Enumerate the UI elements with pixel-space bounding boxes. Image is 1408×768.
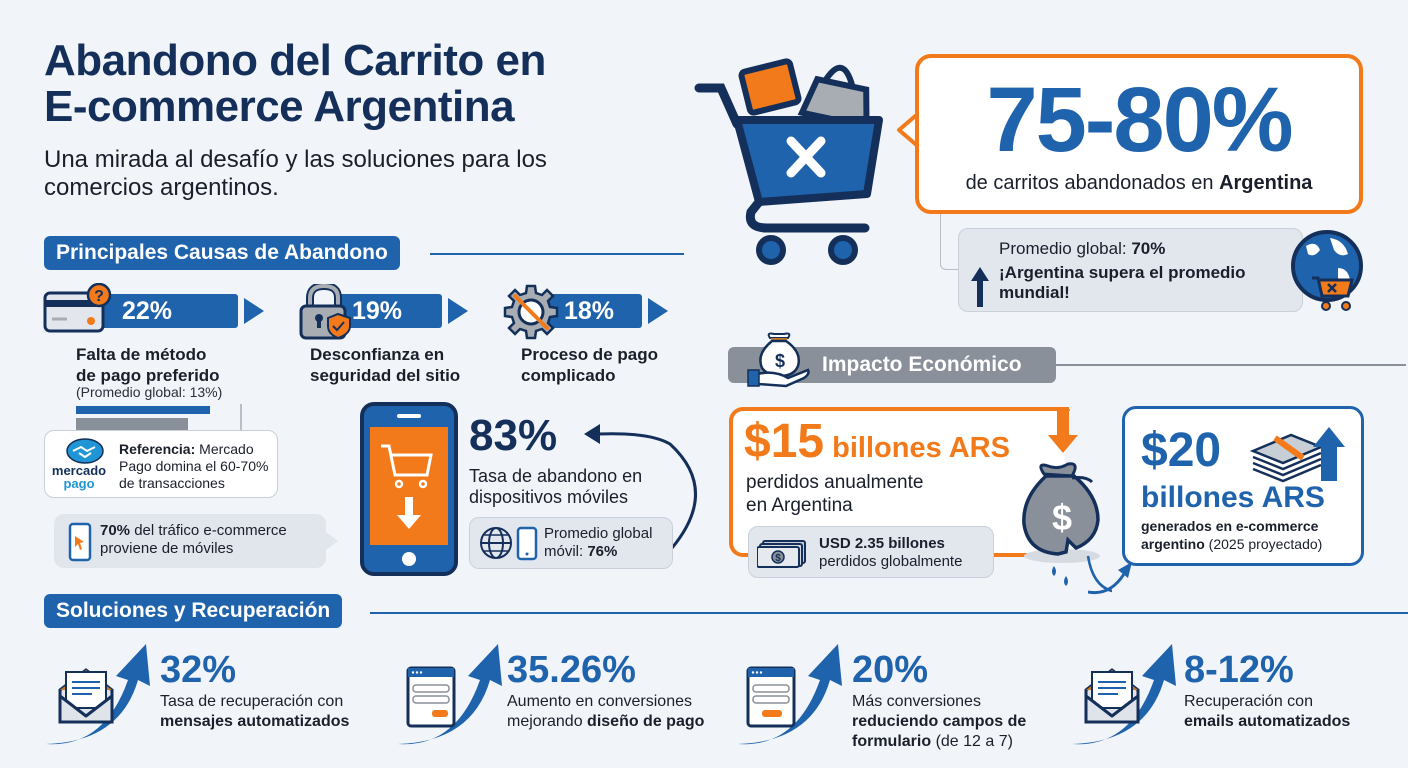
solution-text-3: Más conversiones reduciendo campos de fo… [852,693,1027,750]
solution-text-2: Aumento en conversiones mejorando diseño… [507,693,705,730]
global-loss-card: $ USD 2.35 billones perdidos globalmente [748,526,994,578]
arrow-right-icon [648,298,668,324]
cause-label-3: Proceso de pago complicado [521,345,658,385]
solution-value-3: 20% [852,649,929,691]
mercado-pago-logo: mercado pago [51,463,107,491]
globe-phone-icon [480,526,538,561]
loss-value: $15 billones ARS [744,415,1010,468]
mobile-abandon-value: 83% [469,411,558,460]
solution-value-1: 32% [160,649,237,691]
section-heading-solutions: Soluciones y Recuperación [44,594,343,628]
section-divider [370,612,1408,614]
section-divider [430,253,684,255]
arrow-right-icon [448,298,468,324]
leaking-money-bag-icon: $ [1022,462,1112,593]
solution-text-4: Recuperación con emails automatizados [1184,693,1351,730]
mobile-abandon-label: Tasa de abandono en dispositivos móviles [469,466,643,507]
cause-note-1: (Promedio global: 13%) [76,384,223,400]
solution-value-4: 8-12% [1184,649,1294,691]
envelope-growth-icon [46,644,150,745]
global-average-card: Promedio global: 70% ¡Argentina supera e… [958,228,1303,312]
cause-bar-1: 22% [92,294,238,328]
form-window-growth-icon [398,644,502,745]
svg-text:$: $ [1052,497,1072,538]
cause-bar-2: 19% [336,294,442,328]
credit-card-question-icon: ? [43,283,112,333]
hero-value: 75-80% [986,69,1293,171]
globe-cart-icon [1291,230,1363,311]
smartphone-cursor-icon [68,522,92,562]
mobile-traffic-text: 70% del tráfico e-commerce proviene de m… [100,522,287,557]
cause-label-2: Desconfianza en seguridad del sitio [310,345,461,385]
solution-value-2: 35.26% [507,649,636,691]
down-arrow-icon [1048,407,1078,453]
curved-arrow-up-icon [1088,562,1132,595]
bar-global-13 [76,418,188,432]
solution-text-1: Tasa de recuperación con mensajes automa… [160,693,350,730]
section-heading-causes: Principales Causas de Abandono [44,236,400,270]
up-arrow-icon [971,267,989,307]
abandoned-cart-icon [694,58,883,265]
callout-pointer [897,110,920,150]
cause-label-1: Falta de método de pago preferido [76,345,220,385]
svg-text:?: ? [94,288,104,305]
hero-caption: de carritos abandonados en Argentina [965,172,1313,194]
curved-arrow-icon [584,424,697,549]
gear-wrench-icon [503,284,559,340]
svg-text:$: $ [775,553,781,564]
padlock-shield-icon [299,284,351,340]
page-title: Abandono del Carrito en E-commerce Argen… [44,36,546,131]
reference-card: mercado pago Referencia: Mercado Pago do… [44,430,278,498]
envelope-growth-icon [1072,644,1176,745]
arrow-right-icon [244,298,264,324]
mobile-global-card: Promedio global móvil: 76% [469,517,673,569]
hero-stat-card: 75-80% de carritos abandonados en Argent… [915,54,1363,214]
loss-label: perdidos anualmente en Argentina [746,472,924,516]
mobile-traffic-card: 70% del tráfico e-commerce proviene de m… [54,514,326,568]
gain-card: $20 billones ARS generados en e-commerce… [1122,406,1364,566]
smartphone-cart-icon [360,402,458,576]
cash-stack-icon: $ [757,540,806,568]
svg-text:$: $ [775,351,785,371]
reference-text: Referencia: Mercado Pago domina el 60-70… [119,441,269,491]
hand-money-bag-icon: $ [747,332,810,388]
mercado-pago-handshake-icon [66,438,104,464]
page-subtitle: Una mirada al desafío y las soluciones p… [44,146,547,201]
cash-stack-growth-icon [1249,427,1345,483]
bar-argentina-22 [76,406,210,414]
connector-line [940,214,958,270]
form-window-growth-icon [738,644,842,745]
